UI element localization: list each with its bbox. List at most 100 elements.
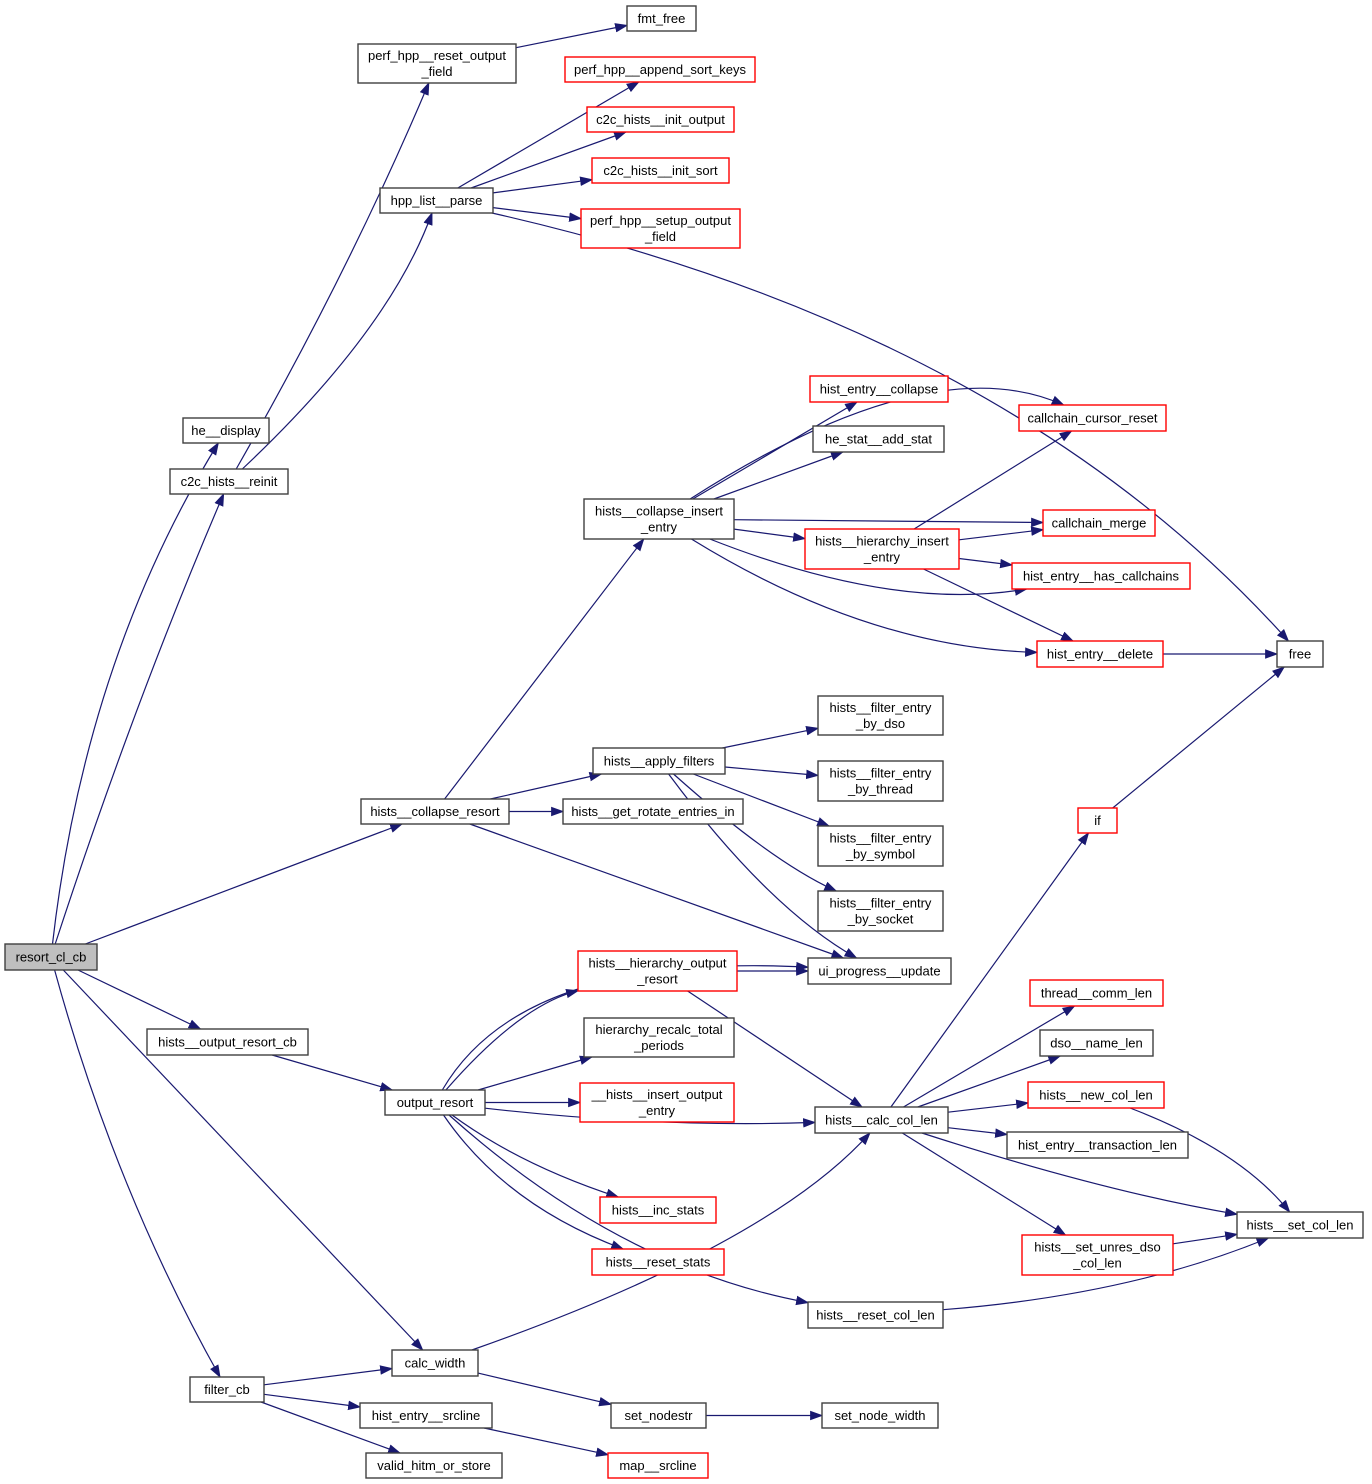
node-hists__new_col_len[interactable]: hists__new_col_len [1027,1081,1165,1109]
node-c2c_hists__reinit[interactable]: c2c_hists__reinit [169,468,289,495]
node-hist_entry__delete[interactable]: hist_entry__delete [1036,640,1164,668]
node-box-c2c_hists__init_output [586,106,735,133]
node-hist_entry__srcline[interactable]: hist_entry__srcline [359,1402,493,1429]
edge-hists__calc_col_len-to-hist_entry__transaction_len [947,1127,1009,1138]
node-hists__apply_filters[interactable]: hists__apply_filters [592,747,726,775]
node-label-hist_entry__srcline: hist_entry__srcline [372,1408,480,1423]
node-hists__filter_entry_by_dso[interactable]: hists__filter_entry_by_dso [817,695,944,736]
node-hist_entry__transaction_len[interactable]: hist_entry__transaction_len [1006,1131,1189,1159]
node-c2c_hists__init_sort[interactable]: c2c_hists__init_sort [591,157,730,184]
node-resort_cl_cb[interactable]: resort_cl_cb [4,943,98,971]
node-perf_hpp__reset_output_field[interactable]: perf_hpp__reset_output_field [357,43,517,84]
node-box-hists__inc_stats [599,1196,717,1224]
node-hists__hierarchy_insert_entry[interactable]: hists__hierarchy_insert_entry [804,528,960,570]
node-label-filter_cb: filter_cb [204,1382,250,1397]
node-label-hist_entry__transaction_len: hist_entry__transaction_len [1018,1138,1177,1153]
node-c2c_hists__init_output[interactable]: c2c_hists__init_output [586,106,735,133]
edge-hist_entry__srcline-to-map__srcline [483,1427,610,1457]
edge-hists__hierarchy_insert_entry-to-callchain_merge [958,526,1045,541]
node-hists__reset_stats[interactable]: hists__reset_stats [591,1248,725,1276]
node-calc_width[interactable]: calc_width [391,1349,479,1377]
node-box-hist_entry__delete [1036,640,1164,668]
node-label-c2c_hists__init_output: c2c_hists__init_output [596,112,725,127]
node-label-hist_entry__delete: hist_entry__delete [1047,647,1153,662]
node-hists__set_col_len[interactable]: hists__set_col_len [1236,1211,1364,1239]
edge-output_resort-to-hists__reset_stats [443,1114,625,1250]
node-box-hists__filter_entry_by_dso [817,695,944,736]
node-box-map__srcline [607,1452,709,1479]
node-he__display[interactable]: he__display [182,417,270,444]
node-label-hists__filter_entry_by_dso-l1: _by_dso [855,716,905,731]
node-label-hists__reset_col_len: hists__reset_col_len [816,1308,935,1323]
node-label-callchain_merge: callchain_merge [1052,516,1147,531]
node-box-c2c_hists__reinit [169,468,289,495]
node-box-fmt_free [626,5,697,32]
node-hists__collapse_resort[interactable]: hists__collapse_resort [360,798,510,825]
node-label-hists__hierarchy_insert_entry-l0: hists__hierarchy_insert [815,534,949,549]
node-output_resort[interactable]: output_resort [384,1089,486,1116]
node-label-hists__filter_entry_by_thread-l0: hists__filter_entry [830,766,932,781]
node-thread__comm_len[interactable]: thread__comm_len [1029,979,1164,1007]
node-set_node_width[interactable]: set_node_width [821,1402,939,1429]
edge-hists__collapse_resort-to-hists__apply_filters [490,771,603,800]
node-hierarchy_recalc_total_periods[interactable]: hierarchy_recalc_total_periods [583,1017,735,1058]
edge-if-to-free [1112,666,1286,809]
node-hists__calc_col_len[interactable]: hists__calc_col_len [814,1106,949,1134]
node-map__srcline[interactable]: map__srcline [607,1452,709,1479]
node-hists__inc_stats[interactable]: hists__inc_stats [599,1196,717,1224]
node-callchain_cursor_reset[interactable]: callchain_cursor_reset [1018,404,1167,432]
edge-resort_cl_cb-to-filter_cb [54,969,221,1379]
node-perf_hpp__append_sort_keys[interactable]: perf_hpp__append_sort_keys [564,56,756,83]
node-callchain_merge[interactable]: callchain_merge [1042,509,1156,537]
node-hists__output_resort_cb[interactable]: hists__output_resort_cb [146,1028,309,1056]
node-perf_hpp__setup_output_field[interactable]: perf_hpp__setup_output_field [580,208,741,249]
node-label-hists__output_resort_cb: hists__output_resort_cb [158,1035,297,1050]
node-hists__get_rotate_entries_in[interactable]: hists__get_rotate_entries_in [562,798,744,825]
node-box-hists__collapse_resort [360,798,510,825]
node-hpp_list__parse[interactable]: hpp_list__parse [379,187,494,214]
node-box-hists__hierarchy_output_resort [577,950,738,992]
edge-hists__calc_col_len-to-thread__comm_len [903,1005,1076,1108]
node-hists__reset_col_len[interactable]: hists__reset_col_len [807,1301,944,1329]
node-hists__filter_entry_by_symbol[interactable]: hists__filter_entry_by_symbol [817,825,944,867]
node-label-output_resort: output_resort [397,1095,474,1110]
edge-hists__calc_col_len-to-hists__set_col_len [921,1132,1239,1218]
node-box-set_nodestr [610,1402,707,1429]
node-hist_entry__collapse[interactable]: hist_entry__collapse [809,375,949,403]
node-label-thread__comm_len: thread__comm_len [1041,986,1152,1001]
node-valid_hitm_or_store[interactable]: valid_hitm_or_store [365,1452,503,1479]
node-hist_entry__has_callchains[interactable]: hist_entry__has_callchains [1011,562,1191,590]
edge-hists__apply_filters-to-hists__filter_entry_by_socket [673,773,838,892]
node-box-hists__filter_entry_by_thread [817,760,944,802]
node-ui_progress__update[interactable]: ui_progress__update [807,957,952,985]
node-box-hists__apply_filters [592,747,726,775]
node-box-perf_hpp__setup_output_field [580,208,741,249]
node-__hists__insert_output_entry[interactable]: __hists__insert_output_entry [579,1082,735,1123]
edge-c2c_hists__reinit-to-perf_hpp__reset_output_field [235,81,430,470]
node-free[interactable]: free [1276,640,1324,668]
node-hists__filter_entry_by_thread[interactable]: hists__filter_entry_by_thread [817,760,944,802]
node-hists__collapse_insert_entry[interactable]: hists__collapse_insert_entry [583,498,735,540]
node-if[interactable]: if [1077,807,1118,834]
node-label-valid_hitm_or_store: valid_hitm_or_store [377,1458,490,1473]
node-hists__set_unres_dso_col_len[interactable]: hists__set_unres_dso_col_len [1021,1234,1174,1276]
node-box-he_stat__add_stat [812,425,945,453]
node-filter_cb[interactable]: filter_cb [189,1376,265,1403]
node-box-hists__hierarchy_insert_entry [804,528,960,570]
node-label-hists__filter_entry_by_thread-l1: _by_thread [847,782,913,797]
node-hists__filter_entry_by_socket[interactable]: hists__filter_entry_by_socket [817,890,944,932]
node-label-set_nodestr: set_nodestr [625,1408,694,1423]
edge-hists__collapse_insert_entry-to-callchain_merge [733,517,1045,528]
node-he_stat__add_stat[interactable]: he_stat__add_stat [812,425,945,453]
node-label-hists__collapse_resort: hists__collapse_resort [370,804,500,819]
node-box-hpp_list__parse [379,187,494,214]
node-hists__hierarchy_output_resort[interactable]: hists__hierarchy_output_resort [577,950,738,992]
node-set_nodestr[interactable]: set_nodestr [610,1402,707,1429]
node-box-callchain_merge [1042,509,1156,537]
node-fmt_free[interactable]: fmt_free [626,5,697,32]
node-box-output_resort [384,1089,486,1116]
edge-resort_cl_cb-to-calc_width [62,969,424,1351]
node-dso__name_len[interactable]: dso__name_len [1039,1029,1154,1057]
node-box-hists__get_rotate_entries_in [562,798,744,825]
node-label-hists__filter_entry_by_socket-l1: _by_socket [847,912,914,927]
